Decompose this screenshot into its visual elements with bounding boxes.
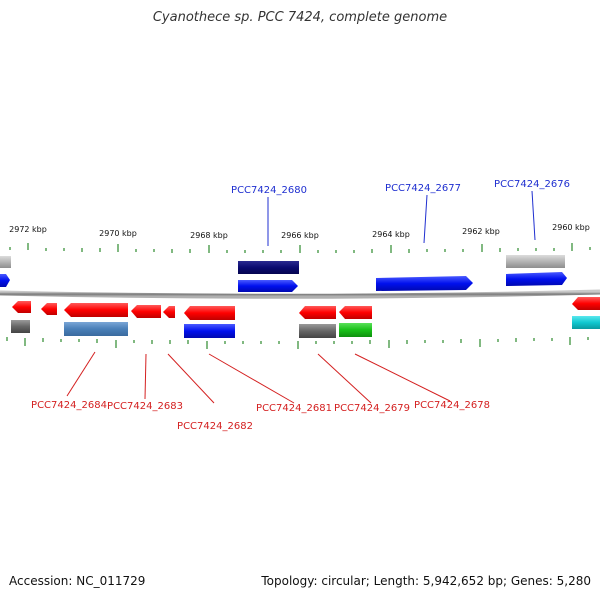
gene-PCC7424_2682-small[interactable]	[163, 306, 175, 318]
gene-PCC7424_2682-arrow[interactable]	[184, 306, 235, 320]
accession-text: Accession: NC_011729	[9, 574, 146, 588]
gene-label-PCC7424_2684[interactable]: PCC7424_2684	[31, 400, 107, 411]
outer-tick-row	[9, 243, 591, 253]
gene-label-PCC7424_2676[interactable]: PCC7424_2676	[494, 179, 570, 190]
gene-PCC7424_2679-arrow[interactable]	[339, 306, 372, 319]
gene-label-PCC7424_2683[interactable]: PCC7424_2683	[107, 401, 183, 412]
reverse-strand-genes	[11, 297, 600, 338]
tick-label-2966: 2966 kbp	[281, 231, 319, 240]
gene-PCC7424_2679-annotation[interactable]	[339, 323, 372, 337]
forward-gene-left-edge-gray[interactable]	[0, 256, 11, 268]
reverse-gene-right-edge-annotation[interactable]	[572, 316, 600, 329]
reverse-gene-small-1-annotation[interactable]	[11, 320, 30, 333]
tick-label-2964: 2964 kbp	[372, 230, 410, 239]
gene-label-PCC7424_2679[interactable]: PCC7424_2679	[334, 403, 410, 414]
gene-PCC7424_2683-arrow[interactable]	[131, 305, 161, 318]
gene-PCC7424_2681-arrow[interactable]	[299, 306, 336, 319]
gene-PCC7424_2680-annotation[interactable]	[238, 261, 299, 274]
gene-label-PCC7424_2678[interactable]: PCC7424_2678	[414, 400, 490, 411]
gene-label-PCC7424_2681[interactable]: PCC7424_2681	[256, 403, 332, 414]
gene-label-PCC7424_2682[interactable]: PCC7424_2682	[177, 421, 253, 432]
gene-PCC7424_2676-arrow[interactable]	[506, 272, 567, 286]
tick-label-2962: 2962 kbp	[462, 227, 500, 236]
gene-PCC7424_2676-annotation[interactable]	[506, 255, 565, 268]
gene-PCC7424_2677-arrow[interactable]	[376, 276, 473, 291]
forward-label-leaders	[267, 190, 536, 246]
gene-PCC7424_2684-annotation[interactable]	[64, 322, 128, 336]
gene-PCC7424_2684-arrow[interactable]	[64, 303, 128, 317]
forward-gene-left-edge[interactable]	[0, 274, 10, 287]
tick-label-2968: 2968 kbp	[190, 231, 228, 240]
tick-label-2970: 2970 kbp	[99, 229, 137, 238]
gene-label-PCC7424_2680[interactable]: PCC7424_2680	[231, 185, 307, 196]
genome-backbone	[0, 289, 600, 299]
genome-summary-text: Topology: circular; Length: 5,942,652 bp…	[261, 574, 591, 588]
tick-label-2960: 2960 kbp	[552, 223, 590, 232]
gene-PCC7424_2681-annotation[interactable]	[299, 324, 336, 338]
reverse-gene-small-1[interactable]	[12, 301, 31, 313]
inner-tick-row	[6, 337, 589, 349]
gene-PCC7424_2682-annotation[interactable]	[184, 324, 235, 338]
gene-label-PCC7424_2677[interactable]: PCC7424_2677	[385, 183, 461, 194]
gene-PCC7424_2680-arrow[interactable]	[238, 280, 298, 292]
genome-title: Cyanothece sp. PCC 7424, complete genome	[152, 10, 448, 25]
tick-label-2972: 2972 kbp	[9, 225, 47, 234]
forward-strand-genes	[0, 255, 567, 292]
reverse-gene-small-2[interactable]	[41, 303, 57, 315]
reverse-label-leaders	[66, 351, 451, 404]
reverse-gene-right-edge[interactable]	[572, 297, 600, 310]
